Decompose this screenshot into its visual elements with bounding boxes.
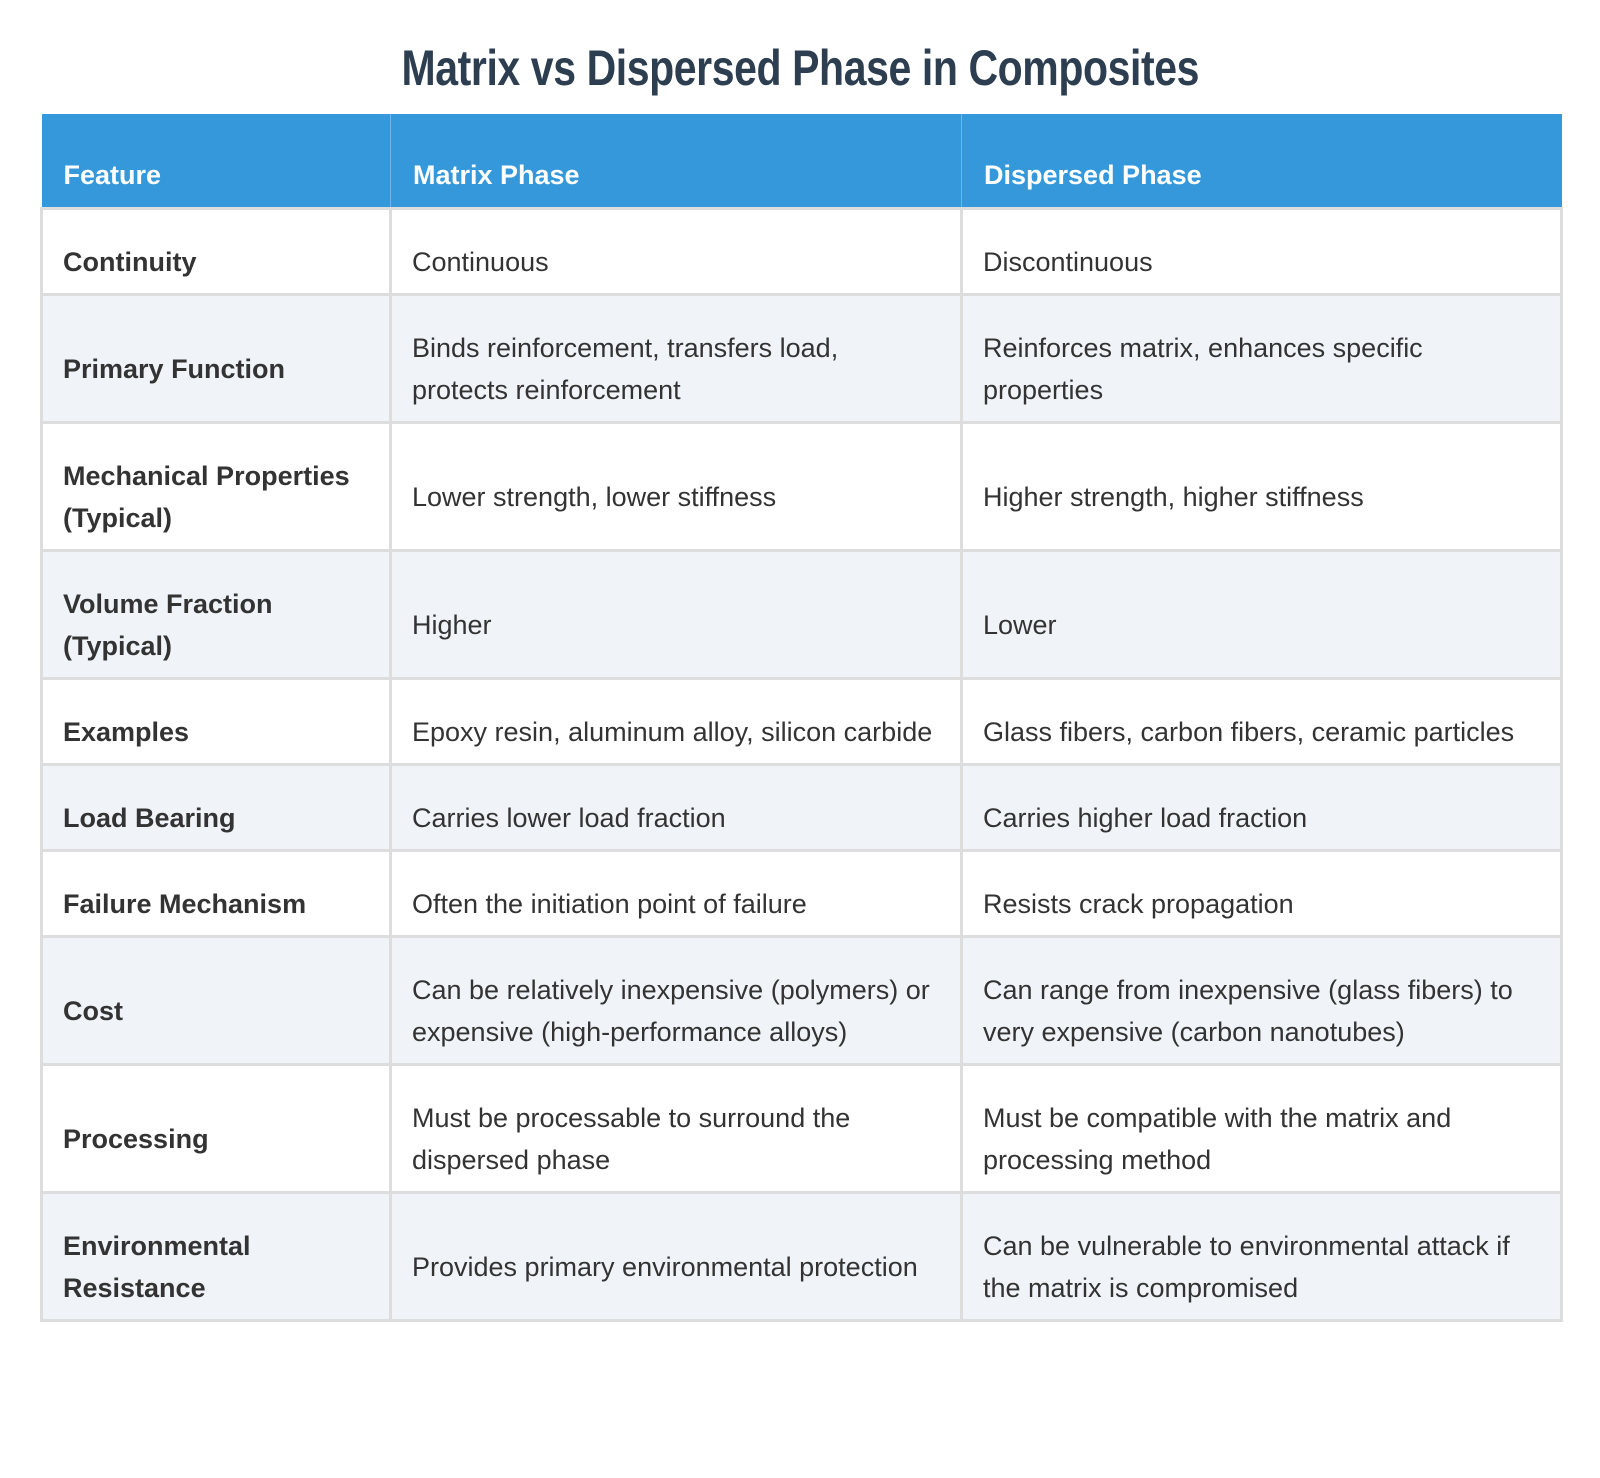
dispersed-cell: Lower <box>960 549 1563 680</box>
dispersed-cell: Resists crack propagation <box>960 849 1563 938</box>
page-title: Matrix vs Dispersed Phase in Composites <box>0 38 1600 98</box>
feature-cell: Volume Fraction (Typical) <box>40 549 392 680</box>
matrix-cell: Often the initiation point of failure <box>389 849 963 938</box>
column-header-feature: Feature <box>41 114 391 209</box>
matrix-cell: Must be processable to surround the disp… <box>389 1063 963 1194</box>
dispersed-cell: Carries higher load fraction <box>960 763 1563 852</box>
dispersed-cell: Can be vulnerable to environmental attac… <box>960 1191 1563 1322</box>
table-row-mechanical-properties: Mechanical Properties (Typical) Lower st… <box>40 421 1563 552</box>
page-title-text: Matrix vs Dispersed Phase in Composites <box>401 40 1199 96</box>
table-row-environmental-resistance: Environmental Resistance Provides primar… <box>40 1191 1563 1322</box>
feature-cell: Mechanical Properties (Typical) <box>40 421 392 552</box>
feature-cell: Cost <box>40 935 392 1066</box>
dispersed-cell: Glass fibers, carbon fibers, ceramic par… <box>960 677 1563 766</box>
feature-cell: Load Bearing <box>40 763 392 852</box>
matrix-cell: Higher <box>389 549 963 680</box>
table-row-continuity: Continuity Continuous Discontinuous <box>40 207 1563 296</box>
table-row-primary-function: Primary Function Binds reinforcement, tr… <box>40 293 1563 424</box>
column-header-matrix-phase: Matrix Phase <box>390 114 962 209</box>
matrix-cell: Lower strength, lower stiffness <box>389 421 963 552</box>
matrix-cell: Provides primary environmental protectio… <box>389 1191 963 1322</box>
matrix-cell: Carries lower load fraction <box>389 763 963 852</box>
matrix-cell: Epoxy resin, aluminum alloy, silicon car… <box>389 677 963 766</box>
comparison-table: Feature Matrix Phase Dispersed Phase Con… <box>40 114 1563 1322</box>
feature-cell: Failure Mechanism <box>40 849 392 938</box>
table-row-load-bearing: Load Bearing Carries lower load fraction… <box>40 763 1563 852</box>
header-row: Feature Matrix Phase Dispersed Phase <box>41 114 1562 209</box>
dispersed-cell: Must be compatible with the matrix and p… <box>960 1063 1563 1194</box>
column-header-dispersed-phase: Dispersed Phase <box>961 114 1562 209</box>
dispersed-cell: Higher strength, higher stiffness <box>960 421 1563 552</box>
matrix-cell: Continuous <box>389 207 963 296</box>
table-row-failure-mechanism: Failure Mechanism Often the initiation p… <box>40 849 1563 938</box>
table-row-cost: Cost Can be relatively inexpensive (poly… <box>40 935 1563 1066</box>
table-row-processing: Processing Must be processable to surrou… <box>40 1063 1563 1194</box>
dispersed-cell: Reinforces matrix, enhances specific pro… <box>960 293 1563 424</box>
table-body: Continuity Continuous Discontinuous Prim… <box>40 207 1563 1322</box>
table-row-examples: Examples Epoxy resin, aluminum alloy, si… <box>40 677 1563 766</box>
feature-cell: Examples <box>40 677 392 766</box>
dispersed-cell: Can range from inexpensive (glass fibers… <box>960 935 1563 1066</box>
feature-cell: Continuity <box>40 207 392 296</box>
matrix-cell: Binds reinforcement, transfers load, pro… <box>389 293 963 424</box>
feature-cell: Environmental Resistance <box>40 1191 392 1322</box>
table-header: Feature Matrix Phase Dispersed Phase <box>41 114 1562 209</box>
feature-cell: Primary Function <box>40 293 392 424</box>
dispersed-cell: Discontinuous <box>960 207 1563 296</box>
matrix-cell: Can be relatively inexpensive (polymers)… <box>389 935 963 1066</box>
table-row-volume-fraction: Volume Fraction (Typical) Higher Lower <box>40 549 1563 680</box>
feature-cell: Processing <box>40 1063 392 1194</box>
